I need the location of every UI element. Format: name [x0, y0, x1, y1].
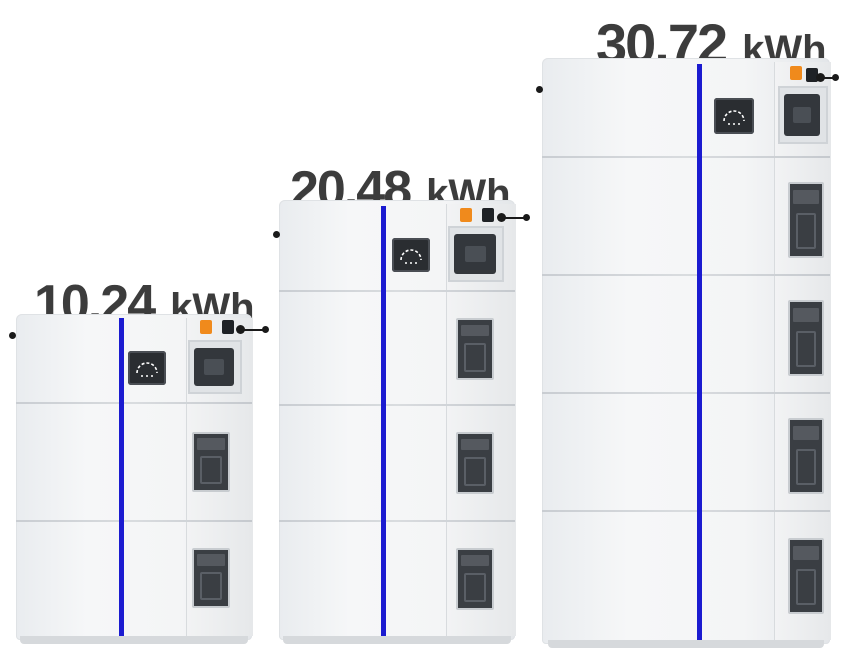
hanging-bracket-dot	[536, 86, 543, 93]
module-seam	[542, 392, 830, 394]
breaker-connector	[454, 234, 496, 274]
control-panel	[778, 86, 828, 144]
blue-accent-stripe	[697, 64, 702, 647]
module-port	[456, 432, 494, 494]
module-port	[788, 538, 824, 614]
connector-plug	[816, 73, 825, 82]
base-foot	[20, 636, 248, 644]
orange-connector	[200, 320, 212, 334]
cable-end	[262, 326, 269, 333]
blue-accent-stripe	[381, 206, 386, 642]
module-port	[192, 432, 230, 492]
black-connector	[806, 68, 818, 82]
cable-end	[832, 74, 839, 81]
control-panel	[448, 226, 504, 282]
black-connector	[482, 208, 494, 222]
module-port	[456, 548, 494, 610]
module-seam	[279, 404, 515, 406]
breaker-connector	[194, 348, 234, 386]
breaker-connector	[784, 94, 820, 136]
module-seam	[279, 520, 515, 522]
module-seam	[279, 290, 515, 292]
status-display	[714, 98, 754, 134]
base-foot	[548, 640, 824, 648]
module-port	[456, 318, 494, 380]
connector-plug	[497, 213, 506, 222]
module-seam	[16, 402, 252, 404]
hanging-bracket-dot	[273, 231, 280, 238]
cable	[505, 217, 525, 219]
display-arc-icon	[723, 110, 745, 125]
orange-connector	[790, 66, 802, 80]
connector-plug	[236, 325, 245, 334]
cable	[822, 77, 836, 79]
module-port	[788, 300, 824, 376]
module-seam	[542, 274, 830, 276]
status-display	[128, 351, 166, 385]
orange-connector	[460, 208, 472, 222]
module-port	[788, 182, 824, 258]
base-foot	[283, 636, 511, 644]
control-panel	[188, 340, 242, 394]
module-seam	[16, 520, 252, 522]
blue-accent-stripe	[119, 318, 124, 644]
cable	[244, 329, 264, 331]
display-arc-icon	[400, 249, 422, 264]
hanging-bracket-dot	[9, 332, 16, 339]
module-seam	[542, 510, 830, 512]
module-seam	[542, 156, 830, 158]
black-connector	[222, 320, 234, 334]
status-display	[392, 238, 430, 272]
module-port	[192, 548, 230, 608]
display-arc-icon	[136, 362, 158, 377]
module-port	[788, 418, 824, 494]
cable-end	[523, 214, 530, 221]
